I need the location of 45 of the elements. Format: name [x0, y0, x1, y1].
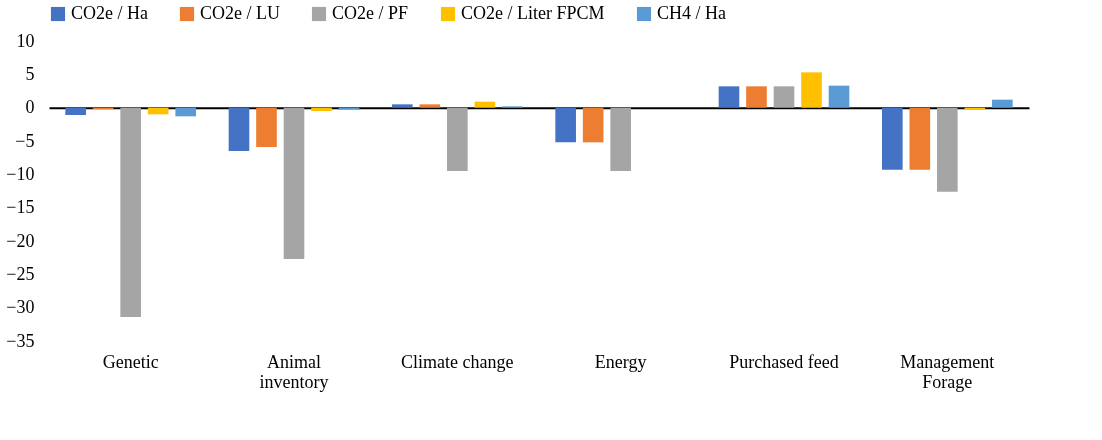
bar [419, 104, 441, 108]
bar [773, 86, 795, 108]
y-tick-label: −35 [6, 330, 35, 351]
y-tick-label: −20 [6, 230, 35, 251]
y-tick-label: −10 [6, 163, 35, 184]
x-tick-label: Animal inventory [259, 351, 329, 392]
bar [937, 107, 958, 192]
bar [828, 85, 850, 108]
bar [311, 107, 332, 111]
bar [882, 107, 903, 170]
legend-label: CH4 / Ha [657, 3, 726, 23]
bar [555, 107, 576, 143]
legend-label: CO2e / LU [200, 3, 280, 23]
bar [992, 99, 1013, 108]
x-tick-label: Management Forage [900, 351, 995, 392]
legend-label: CO2e / Liter FPCM [461, 3, 605, 23]
bar [474, 101, 496, 108]
legend-label: CO2e / PF [332, 3, 409, 23]
bar [746, 86, 767, 108]
y-tick-label: 5 [25, 63, 35, 84]
bar [65, 107, 86, 115]
x-tick-label: Energy [594, 351, 647, 372]
x-tick-label: Genetic [102, 351, 159, 372]
bar [338, 107, 360, 110]
bar [610, 107, 631, 171]
bar [447, 107, 468, 171]
bar [283, 107, 305, 259]
legend-label: CO2e / Ha [71, 3, 148, 23]
bar [256, 107, 277, 147]
bar [582, 107, 604, 143]
bar [175, 107, 196, 117]
bar [718, 86, 740, 108]
y-tick-label: −30 [6, 297, 35, 318]
y-tick-label: −5 [15, 130, 35, 151]
y-tick-label: −25 [6, 263, 35, 284]
x-tick-label: Purchased feed [729, 351, 839, 372]
bar [392, 104, 413, 108]
bar [120, 107, 141, 317]
bar [909, 107, 931, 170]
x-tick-label: Climate change [401, 351, 514, 372]
bar [228, 107, 250, 151]
y-tick-label: 0 [25, 97, 35, 118]
bar [801, 72, 822, 108]
y-tick-label: 10 [16, 30, 35, 51]
y-tick-label: −15 [6, 197, 35, 218]
